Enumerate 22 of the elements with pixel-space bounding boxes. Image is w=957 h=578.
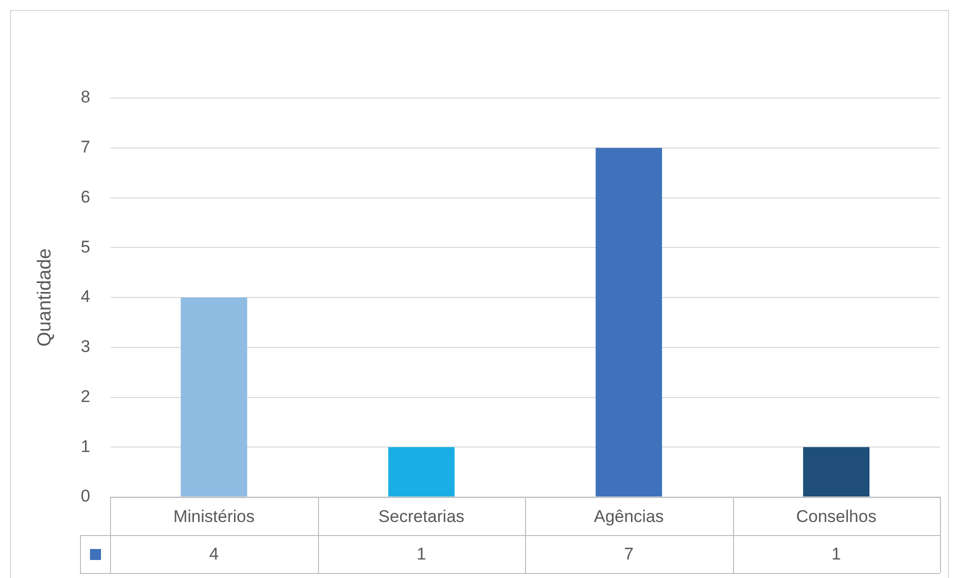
bar	[388, 447, 455, 496]
bar	[596, 148, 662, 496]
y-axis-title: Quantidade	[34, 248, 56, 347]
x-tick-label: Ministérios	[173, 506, 255, 526]
x-tick-label: Conselhos	[796, 506, 876, 526]
y-tick-label: 1	[80, 436, 90, 456]
y-tick-label: 8	[80, 88, 90, 107]
data-label: 7	[624, 544, 634, 564]
y-tick-label: 0	[80, 486, 90, 506]
x-tick-label: Secretarias	[378, 506, 464, 526]
y-tick-label: 7	[80, 138, 90, 157]
bar	[180, 298, 248, 496]
bar	[803, 447, 870, 496]
y-tick-label: 3	[80, 337, 90, 356]
data-label: 1	[832, 544, 842, 564]
data-label: 1	[416, 544, 426, 564]
y-tick-label: 4	[80, 287, 90, 306]
y-tick-label: 6	[80, 187, 90, 206]
data-label: 4	[209, 544, 219, 564]
y-tick-label: 2	[80, 386, 90, 406]
y-tick-label: 5	[80, 237, 90, 256]
x-tick-label: Agências	[594, 506, 664, 526]
